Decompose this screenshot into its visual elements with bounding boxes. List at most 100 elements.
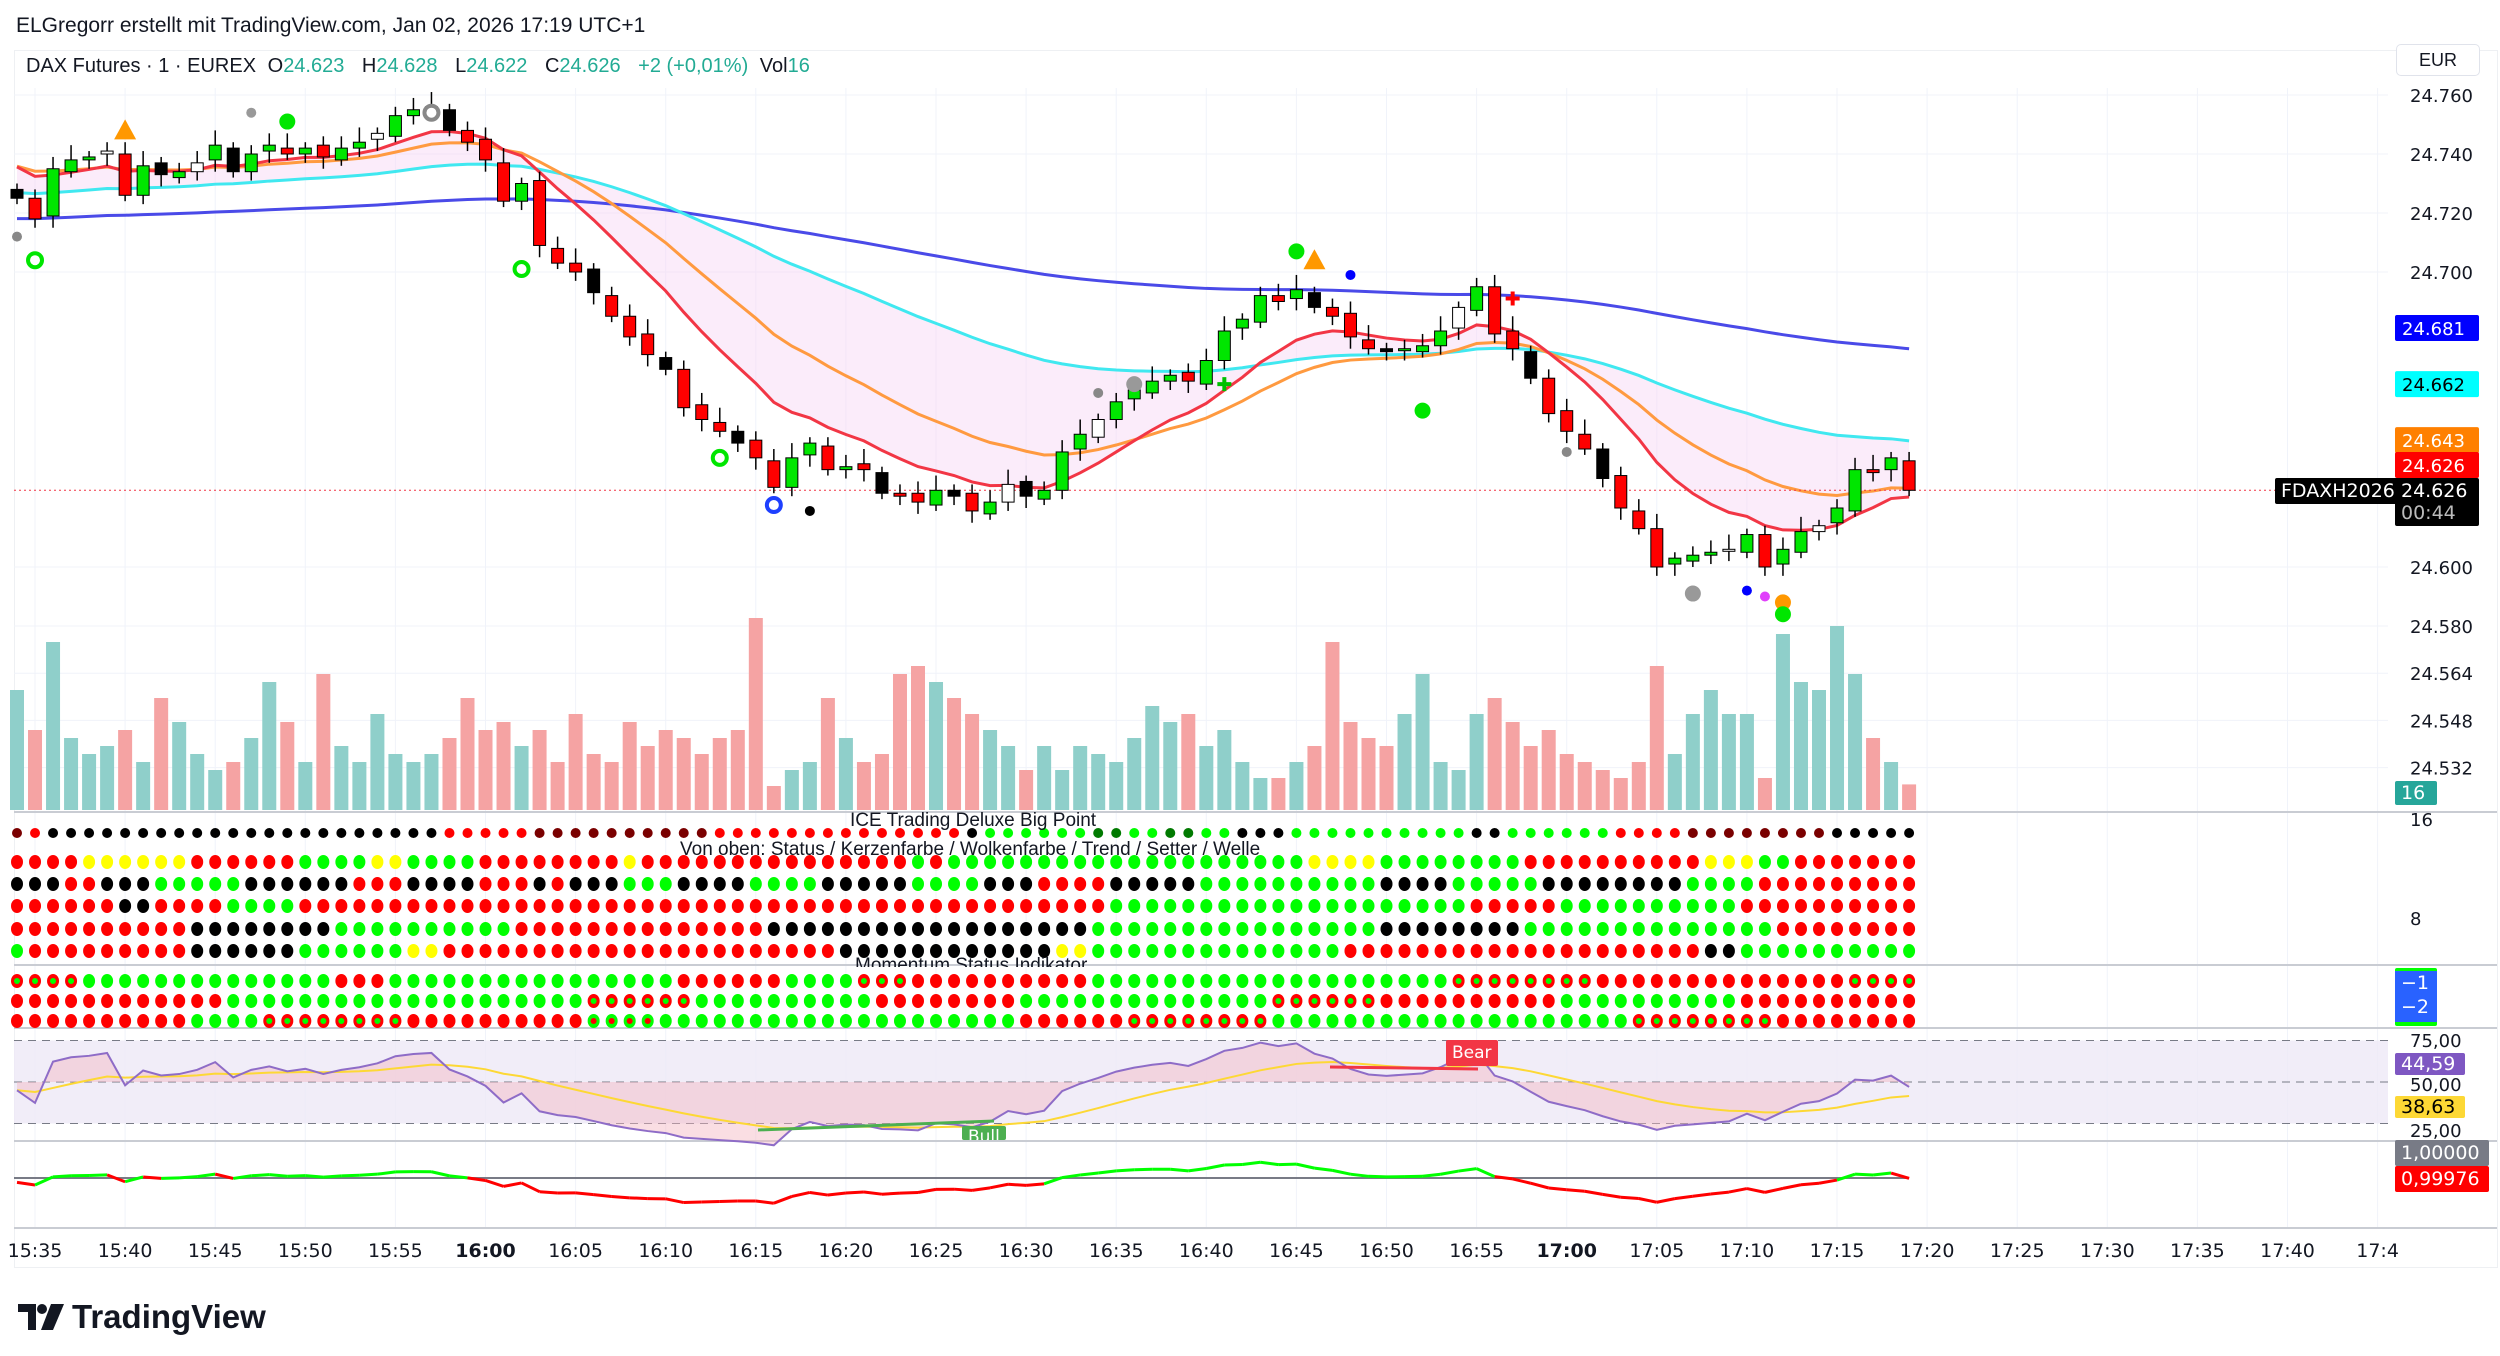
ice-dot bbox=[1686, 877, 1699, 891]
ice-dot bbox=[1038, 855, 1051, 869]
ice-dot bbox=[803, 944, 816, 958]
ice-dot bbox=[1705, 828, 1716, 838]
momentum-dot-core bbox=[1167, 1018, 1174, 1024]
currency-button[interactable]: EUR bbox=[2396, 44, 2480, 76]
volume-bar bbox=[1397, 714, 1412, 810]
ice-dot bbox=[623, 855, 636, 869]
ice-dot bbox=[1092, 855, 1105, 869]
momentum-dot bbox=[1740, 994, 1753, 1008]
ice-dot bbox=[569, 877, 582, 891]
ice-dot bbox=[1146, 922, 1159, 936]
volume-bar bbox=[1217, 730, 1232, 810]
volume-bar bbox=[1685, 714, 1700, 810]
ratio-line-segment bbox=[269, 1173, 288, 1178]
ice-dot bbox=[1092, 944, 1105, 958]
ice-dot bbox=[1741, 828, 1752, 838]
volume-bar bbox=[766, 786, 781, 810]
candle-body bbox=[569, 262, 583, 273]
ice-dot bbox=[1794, 899, 1807, 913]
ice-dot bbox=[1200, 877, 1213, 891]
ice-dot bbox=[425, 922, 438, 936]
ice-dot bbox=[948, 855, 961, 869]
momentum-dot-core bbox=[626, 1018, 633, 1024]
ice-dot bbox=[317, 944, 330, 958]
ice-dot bbox=[1758, 899, 1771, 913]
ice-dot bbox=[119, 855, 132, 869]
signal-cross-icon bbox=[1217, 377, 1232, 392]
volume-bar bbox=[1866, 738, 1881, 810]
momentum-dot-core bbox=[1635, 1018, 1642, 1024]
candle bbox=[100, 142, 114, 166]
candle-body bbox=[1019, 480, 1033, 497]
symbol-legend[interactable]: DAX Futures · 1 · EUREX O24.623 H24.628 … bbox=[26, 55, 822, 78]
ice-dot bbox=[425, 944, 438, 958]
ice-dot bbox=[785, 877, 798, 891]
ice-dot bbox=[1038, 899, 1051, 913]
ice-dot bbox=[408, 828, 419, 838]
legend-close: C24.626 bbox=[544, 55, 621, 77]
momentum-dot bbox=[263, 974, 276, 988]
ice-dot bbox=[461, 855, 474, 869]
momentum-dot bbox=[1740, 974, 1753, 988]
momentum-dot bbox=[839, 994, 852, 1008]
ice-dot bbox=[299, 877, 312, 891]
momentum-dot bbox=[1849, 1014, 1862, 1028]
momentum-dot bbox=[803, 974, 816, 988]
ice-dot bbox=[1596, 899, 1609, 913]
ice-dot bbox=[1704, 855, 1717, 869]
candle-body bbox=[1271, 295, 1285, 303]
ice-dot bbox=[1506, 944, 1519, 958]
ice-dot bbox=[623, 944, 636, 958]
signal-triangle-icon bbox=[1303, 249, 1326, 270]
momentum-dot bbox=[1380, 994, 1393, 1008]
ice-dot bbox=[1272, 944, 1285, 958]
ice-dot bbox=[1849, 855, 1862, 869]
ice-dot bbox=[749, 877, 762, 891]
ice-dot bbox=[1543, 828, 1554, 838]
ice-dot bbox=[245, 855, 258, 869]
momentum-dot bbox=[1524, 994, 1537, 1008]
ratio-line-segment bbox=[1314, 1166, 1333, 1172]
ice-dot bbox=[1650, 922, 1663, 936]
momentum-dot bbox=[1092, 974, 1105, 988]
tradingview-logo[interactable]: TradingView bbox=[18, 1298, 266, 1336]
momentum-dot bbox=[1560, 1014, 1573, 1028]
momentum-dot-core bbox=[680, 998, 687, 1004]
volume-bar bbox=[172, 722, 187, 810]
ice-dot bbox=[444, 828, 455, 838]
candle-body bbox=[1362, 339, 1375, 350]
ice-dot bbox=[1904, 828, 1915, 838]
ice-dot bbox=[930, 855, 943, 869]
momentum-dot bbox=[1110, 1014, 1123, 1028]
symbol-name[interactable]: DAX Futures · 1 · EUREX bbox=[26, 55, 257, 77]
candle-body bbox=[1380, 348, 1394, 353]
ice-dot bbox=[371, 922, 384, 936]
momentum-dot bbox=[515, 1014, 528, 1028]
ice-dot bbox=[191, 877, 204, 891]
volume-bar bbox=[1577, 762, 1592, 810]
candle bbox=[641, 319, 655, 367]
momentum-dot bbox=[731, 1014, 744, 1028]
momentum-dot-core bbox=[626, 998, 633, 1004]
momentum-dot bbox=[461, 974, 474, 988]
candle-body bbox=[1091, 419, 1105, 438]
rsi-axis-label: 50,00 bbox=[2410, 1075, 2462, 1096]
ice-dot bbox=[966, 877, 979, 891]
momentum-dot bbox=[1831, 974, 1844, 988]
volume-bar bbox=[460, 698, 475, 810]
candle bbox=[1506, 316, 1520, 361]
momentum-dot-core bbox=[32, 978, 39, 984]
ice-dot bbox=[1020, 899, 1033, 913]
ice-dot bbox=[984, 944, 997, 958]
ice-dot bbox=[984, 899, 997, 913]
momentum-dot-core bbox=[1311, 998, 1318, 1004]
ice-dot bbox=[1524, 944, 1537, 958]
momentum-dot bbox=[551, 974, 564, 988]
momentum-label-1: −1 bbox=[2401, 972, 2430, 994]
candle-body bbox=[659, 357, 673, 370]
ice-dot bbox=[1434, 944, 1447, 958]
ice-dot bbox=[1056, 899, 1069, 913]
ice-dot bbox=[1867, 899, 1880, 913]
momentum-dot bbox=[1056, 994, 1069, 1008]
